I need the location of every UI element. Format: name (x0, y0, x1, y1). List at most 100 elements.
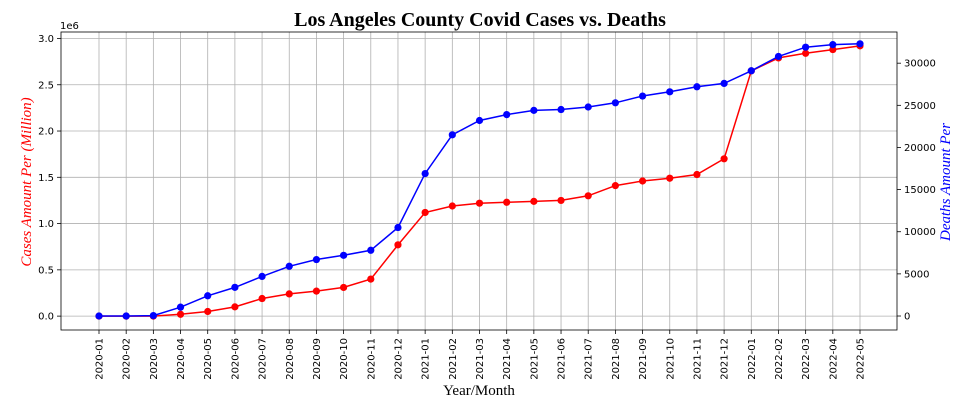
y-right-tick-label: 10000 (904, 227, 936, 238)
x-tick-label: 2020-03 (149, 338, 160, 380)
y-right-tick-label: 5000 (904, 269, 929, 280)
grid (61, 32, 897, 330)
x-tick-label: 2021-04 (502, 338, 513, 380)
x-tick-label: 2020-06 (230, 338, 241, 380)
data-point-right (530, 106, 538, 114)
data-point-right (666, 88, 674, 96)
x-tick-label: 2021-06 (557, 338, 568, 380)
data-point-right (149, 311, 157, 320)
x-tick-label: 2021-03 (475, 338, 486, 380)
data-point-left (611, 182, 619, 190)
data-point-right (856, 40, 864, 48)
x-axis-label: Year/Month (443, 383, 515, 399)
x-tick-label: 2020-07 (258, 338, 269, 380)
x-tick-label: 2021-09 (638, 338, 649, 380)
data-point-right (829, 41, 837, 49)
y-left-tick-label: 3.0 (38, 34, 54, 45)
y-right-tick-label: 20000 (904, 143, 936, 154)
data-point-left (421, 208, 429, 217)
data-point-right (367, 246, 375, 254)
y-right-tick-label: 15000 (904, 185, 936, 196)
x-tick-label: 2020-05 (203, 338, 214, 380)
data-point-left (666, 174, 674, 182)
data-point-left (231, 303, 239, 311)
data-point-right (285, 262, 293, 270)
chart-title: Los Angeles County Covid Cases vs. Death… (294, 9, 666, 31)
data-point-left (829, 45, 837, 54)
data-point-left (720, 155, 728, 163)
y-right-tick-label: 0 (904, 312, 910, 323)
y-axis-label-right: Deaths Amount Per (938, 123, 954, 242)
data-point-left (693, 170, 701, 179)
axes: 2020-01 2020-02 2020-03 2020-04 2020-05 2020-… (38, 31, 936, 380)
data-point-right (176, 303, 185, 311)
data-point-right (340, 251, 348, 259)
data-point-right (503, 110, 511, 119)
y-left-tick-label: 2.5 (38, 80, 54, 91)
y-left-tick-label: 1.5 (38, 173, 54, 184)
data-point-left (394, 241, 402, 249)
x-tick-label: 2021-02 (448, 338, 459, 380)
x-tick-label: 2020-01 (95, 338, 106, 380)
data-point-right (584, 103, 592, 111)
x-tick-label: 2021-10 (665, 338, 676, 380)
y-left-tick-label: 0.0 (38, 312, 54, 323)
x-tick-label: 2022-05 (856, 338, 867, 380)
x-tick-label: 2020-11 (366, 338, 377, 380)
data-point-right (638, 92, 647, 100)
data-point-left (530, 197, 538, 205)
data-point-right (204, 292, 212, 300)
y-left-tick-label: 2.0 (38, 127, 54, 138)
data-point-right (557, 105, 565, 114)
x-tick-label: 2021-12 (720, 338, 731, 380)
data-point-right (95, 312, 103, 320)
x-tick-label: 2021-07 (584, 338, 595, 380)
data-point-left (367, 275, 375, 283)
data-point-left (285, 290, 293, 298)
y-left-tick-label: 0.5 (38, 265, 54, 276)
x-tick-label: 2022-03 (801, 338, 812, 380)
data-point-right (421, 169, 429, 178)
x-tick-label: 2021-05 (529, 338, 540, 380)
y-right-tick-label: 30000 (904, 59, 936, 70)
data-point-left (340, 283, 348, 292)
data-point-right (611, 99, 619, 107)
data-point-right (802, 43, 810, 51)
data-point-right (312, 255, 321, 264)
data-point-right (774, 52, 783, 61)
data-point-left (258, 294, 266, 303)
data-point-right (258, 272, 266, 281)
data-point-right (747, 67, 755, 75)
data-point-left (176, 310, 185, 318)
data-point-left (204, 307, 212, 316)
x-tick-label: 2022-04 (828, 338, 839, 380)
x-tick-label: 2020-10 (339, 338, 350, 380)
x-tick-label: 2020-12 (393, 338, 404, 380)
x-tick-label: 2021-08 (611, 338, 622, 380)
data-point-left (802, 49, 810, 57)
data-point-left (448, 202, 456, 210)
x-tick-label: 2020-02 (122, 338, 133, 380)
y-left-tick-label: 1.0 (38, 219, 54, 230)
data-point-right (693, 83, 701, 91)
left-axis-offset-label: 1e6 (60, 21, 79, 32)
data-point-right (475, 116, 484, 125)
data-point-right (720, 79, 728, 88)
data-point-left (475, 199, 484, 207)
data-point-left (503, 198, 511, 206)
data-point-left (638, 177, 647, 185)
plot-frame (60, 31, 898, 331)
series-layer (95, 40, 864, 320)
x-tick-label: 2022-02 (774, 338, 785, 380)
data-point-left (312, 287, 321, 295)
data-point-right (122, 312, 130, 320)
x-tick-label: 2021-11 (692, 338, 703, 380)
data-point-left (584, 192, 592, 200)
x-tick-label: 2020-09 (312, 338, 323, 380)
data-point-right (231, 283, 239, 291)
data-point-right (394, 223, 402, 232)
x-tick-label: 2020-08 (285, 338, 296, 380)
data-point-right (448, 131, 456, 139)
data-point-left (557, 196, 565, 205)
